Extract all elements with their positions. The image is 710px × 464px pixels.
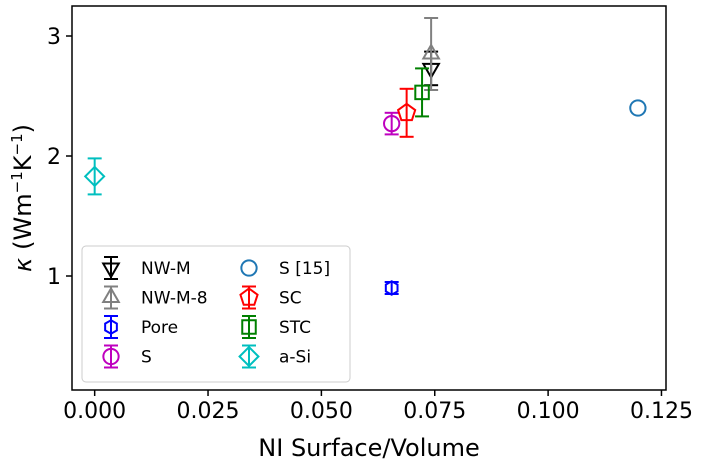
- legend-label: Pore: [141, 318, 178, 338]
- legend-label: a-Si: [279, 348, 311, 368]
- y-axis-ticks: 1 2 3: [47, 25, 72, 290]
- data-point-7: [414, 67, 430, 118]
- y-tick-label: 1: [47, 265, 61, 290]
- y-axis-units-open: (Wm: [9, 193, 37, 249]
- data-marks: [83, 17, 647, 296]
- legend-entry-4: S: [102, 344, 152, 369]
- legend-label: STC: [279, 318, 311, 338]
- y-axis-sup-1: −1: [8, 171, 26, 193]
- data-point-6: [396, 87, 417, 138]
- data-point-2: [421, 17, 441, 91]
- data-point-5: [629, 99, 647, 117]
- x-tick-label: 0.075: [403, 399, 466, 424]
- legend: NW-M NW-M-8 Pore S S [15] SC STC a-Si: [81, 245, 351, 383]
- x-axis-ticks: 0.000 0.025 0.050 0.075 0.100 0.125: [63, 390, 693, 424]
- marker: [629, 99, 647, 117]
- legend-marker: [101, 262, 121, 280]
- y-axis-units-mid: K: [9, 154, 37, 171]
- legend-entry-8: a-Si: [238, 344, 311, 369]
- y-axis-title: κ(Wm−1K−1): [8, 124, 37, 272]
- legend-label: SC: [279, 289, 302, 309]
- marker: [383, 114, 401, 133]
- legend-marker: [239, 287, 259, 306]
- x-tick-label: 0.000: [63, 399, 126, 424]
- marker: [414, 84, 430, 101]
- x-tick-label: 0.100: [517, 399, 580, 424]
- legend-label: S: [141, 348, 152, 368]
- x-tick-label: 0.050: [290, 399, 353, 424]
- data-point-8: [83, 157, 106, 196]
- y-tick-label: 3: [47, 25, 61, 50]
- y-axis-sup-2: −1: [8, 133, 26, 155]
- data-point-3: [384, 280, 399, 296]
- marker: [421, 42, 441, 60]
- plot-frame: [71, 5, 667, 391]
- legend-entry-7: STC: [241, 315, 311, 339]
- legend-entry-5: S [15]: [240, 259, 330, 279]
- legend-marker: [104, 319, 118, 335]
- y-tick-label: 2: [47, 145, 61, 170]
- y-axis-symbol: κ: [9, 257, 37, 272]
- x-tick-label: 0.025: [177, 399, 240, 424]
- legend-box: [81, 245, 351, 383]
- legend-entry-2: NW-M-8: [101, 285, 208, 310]
- legend-marker: [238, 345, 260, 368]
- x-tick-label: 0.125: [630, 399, 693, 424]
- x-axis-title: NI Surface/Volume: [258, 434, 479, 462]
- legend-marker: [240, 259, 258, 277]
- marker: [396, 102, 417, 122]
- y-axis-units-close: ): [9, 124, 37, 133]
- legend-entry-3: Pore: [104, 315, 178, 339]
- legend-label: NW-M: [141, 259, 191, 279]
- marker: [384, 280, 399, 296]
- data-point-4: [383, 111, 401, 136]
- legend-marker: [102, 347, 120, 366]
- legend-marker: [241, 319, 257, 335]
- marker: [83, 165, 106, 188]
- legend-entry-6: SC: [239, 285, 302, 310]
- legend-label: NW-M-8: [141, 289, 208, 309]
- legend-marker: [101, 286, 121, 303]
- legend-label: S [15]: [279, 259, 330, 279]
- legend-entry-1: NW-M: [101, 256, 191, 280]
